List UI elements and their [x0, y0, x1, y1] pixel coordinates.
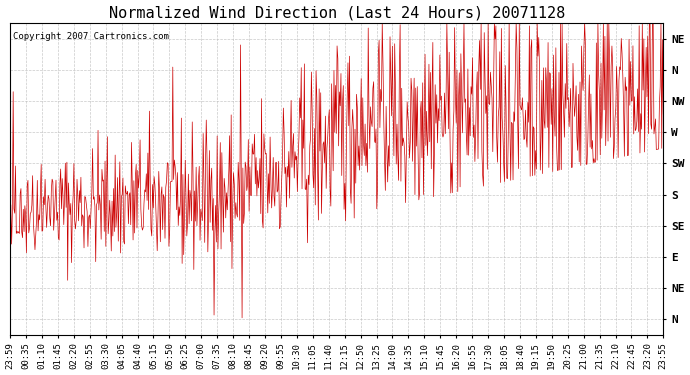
Title: Normalized Wind Direction (Last 24 Hours) 20071128: Normalized Wind Direction (Last 24 Hours… [108, 6, 565, 21]
Text: Copyright 2007 Cartronics.com: Copyright 2007 Cartronics.com [13, 33, 169, 42]
